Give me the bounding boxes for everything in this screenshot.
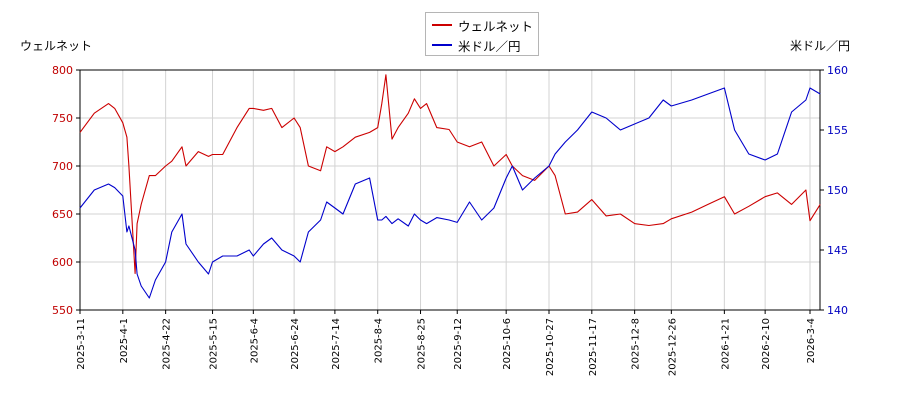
legend: ウェルネット 米ドル／円 — [425, 12, 539, 56]
legend-item-usdjpy: 米ドル／円 — [432, 35, 521, 55]
chart-grid — [79, 69, 820, 311]
x-tick-label: 2025-10-27 — [545, 318, 556, 376]
left-tick-label: 750 — [52, 112, 73, 125]
x-tick-label: 2025-5-15 — [209, 318, 220, 370]
x-tick-label: 2025-12-8 — [631, 318, 642, 370]
left-axis-ticks: 550 600 650 700 750 800 — [52, 64, 80, 317]
x-tick-label: 2025-6-24 — [290, 318, 301, 370]
legend-label-wellnet: ウェルネット — [458, 18, 534, 34]
right-axis-ticks: 140 145 150 155 160 — [820, 64, 848, 317]
x-tick-label: 2025-9-12 — [453, 318, 464, 370]
plot-area-frame — [79, 69, 821, 311]
x-tick-label: 2025-6-4 — [249, 318, 260, 363]
plot-border — [79, 69, 821, 311]
x-axis-ticks: 2025-3-11 2025-4-1 2025-4-22 2025-5-15 2025-… — [76, 310, 817, 376]
right-axis-title: 米ドル／円 — [790, 39, 851, 53]
x-tick-label: 2025-3-11 — [76, 318, 87, 370]
left-tick-label: 650 — [52, 208, 73, 221]
x-tick-label: 2025-4-22 — [162, 318, 173, 370]
series-line-usdjpy — [79, 87, 821, 299]
series-layer — [79, 74, 821, 299]
x-tick-label: 2025-12-26 — [667, 318, 678, 376]
right-tick-label: 145 — [827, 244, 848, 257]
legend-label-usdjpy: 米ドル／円 — [458, 38, 521, 54]
x-tick-label: 2025-8-25 — [417, 318, 428, 370]
left-tick-label: 600 — [52, 256, 73, 269]
legend-swatch-usdjpy — [432, 44, 452, 46]
legend-swatch-wellnet — [432, 24, 452, 26]
right-tick-label: 160 — [827, 64, 848, 77]
x-tick-label: 2025-10-6 — [502, 318, 513, 370]
left-tick-label: 550 — [52, 304, 73, 317]
right-tick-label: 150 — [827, 184, 848, 197]
x-tick-label: 2025-11-17 — [588, 318, 599, 376]
right-tick-label: 140 — [827, 304, 848, 317]
left-tick-label: 800 — [52, 64, 73, 77]
x-tick-label: 2026-2-10 — [761, 318, 772, 370]
x-tick-label: 2026-1-21 — [720, 318, 731, 370]
left-axis-title: ウェルネット — [20, 39, 93, 53]
x-tick-label: 2025-7-14 — [331, 318, 342, 370]
legend-item-wellnet: ウェルネット — [432, 15, 533, 35]
x-tick-label: 2025-4-1 — [119, 318, 130, 363]
x-tick-label: 2025-8-4 — [374, 318, 385, 363]
x-tick-label: 2026-3-4 — [806, 318, 817, 363]
left-tick-label: 700 — [52, 160, 73, 173]
right-tick-label: 155 — [827, 124, 848, 137]
series-line-wellnet — [79, 74, 821, 275]
